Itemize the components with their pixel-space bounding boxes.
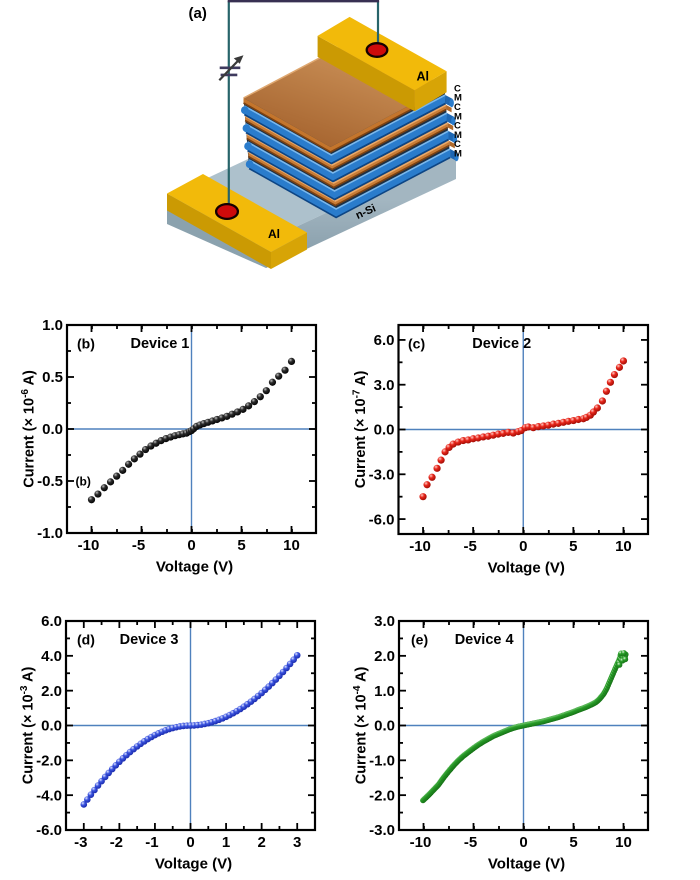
svg-text:Voltage (V): Voltage (V) xyxy=(488,560,565,577)
svg-text:C: C xyxy=(454,121,461,132)
svg-text:10: 10 xyxy=(615,834,632,851)
svg-text:0.0: 0.0 xyxy=(41,718,62,735)
svg-text:C: C xyxy=(454,83,461,94)
svg-text:4.0: 4.0 xyxy=(41,648,62,665)
svg-text:1.0: 1.0 xyxy=(42,317,63,334)
svg-text:(c): (c) xyxy=(408,336,425,352)
svg-text:Current (× 10-7 A): Current (× 10-7 A) xyxy=(352,371,370,489)
svg-text:3.0: 3.0 xyxy=(374,377,395,394)
svg-text:Current (× 10-6 A): Current (× 10-6 A) xyxy=(20,370,38,488)
svg-text:M: M xyxy=(454,149,462,160)
svg-text:C: C xyxy=(454,139,461,150)
svg-text:Current (× 10-4 A): Current (× 10-4 A) xyxy=(352,667,370,785)
svg-text:(a): (a) xyxy=(189,5,207,22)
svg-text:0: 0 xyxy=(187,537,195,554)
svg-text:-1: -1 xyxy=(145,834,158,851)
svg-text:3.0: 3.0 xyxy=(374,613,395,630)
svg-text:2.0: 2.0 xyxy=(41,683,62,700)
svg-text:10: 10 xyxy=(615,538,632,555)
svg-text:2: 2 xyxy=(257,834,265,851)
svg-text:Voltage (V): Voltage (V) xyxy=(155,856,232,873)
svg-text:-10: -10 xyxy=(78,537,100,554)
svg-text:2.0: 2.0 xyxy=(374,648,395,665)
svg-text:Current (× 10-3 A): Current (× 10-3 A) xyxy=(19,667,37,785)
svg-text:Device 1: Device 1 xyxy=(131,336,190,352)
svg-text:6.0: 6.0 xyxy=(374,332,395,349)
svg-text:10: 10 xyxy=(283,537,300,554)
svg-text:-3: -3 xyxy=(74,834,87,851)
svg-text:M: M xyxy=(454,111,462,122)
svg-text:-0.5: -0.5 xyxy=(37,473,63,490)
svg-text:-2: -2 xyxy=(110,834,123,851)
svg-text:Voltage (V): Voltage (V) xyxy=(488,856,565,873)
svg-text:(b): (b) xyxy=(76,475,91,489)
svg-text:-1.0: -1.0 xyxy=(37,525,63,542)
svg-text:Al: Al xyxy=(417,70,430,84)
svg-text:-5: -5 xyxy=(464,834,477,851)
svg-text:-4.0: -4.0 xyxy=(36,787,62,804)
svg-text:0.0: 0.0 xyxy=(42,421,63,438)
svg-text:Device 2: Device 2 xyxy=(472,336,531,352)
svg-text:(b): (b) xyxy=(77,336,95,352)
svg-text:M: M xyxy=(454,93,462,104)
svg-text:5: 5 xyxy=(569,834,577,851)
svg-text:5: 5 xyxy=(569,538,577,555)
svg-text:-5: -5 xyxy=(132,537,145,554)
svg-text:3: 3 xyxy=(293,834,301,851)
svg-text:-10: -10 xyxy=(410,834,432,851)
svg-text:0.0: 0.0 xyxy=(374,718,395,735)
svg-text:(d): (d) xyxy=(77,632,95,648)
svg-text:0: 0 xyxy=(519,834,527,851)
svg-text:0: 0 xyxy=(186,834,194,851)
svg-text:5: 5 xyxy=(237,537,245,554)
svg-text:Device 3: Device 3 xyxy=(120,632,179,648)
svg-text:M: M xyxy=(454,130,462,141)
svg-text:Al: Al xyxy=(268,227,280,241)
svg-text:-2.0: -2.0 xyxy=(369,787,395,804)
svg-text:-2.0: -2.0 xyxy=(36,753,62,770)
svg-text:-3.0: -3.0 xyxy=(369,822,395,839)
svg-text:C: C xyxy=(454,102,461,113)
svg-text:(e): (e) xyxy=(411,632,428,648)
svg-text:0: 0 xyxy=(519,538,527,555)
svg-text:6.0: 6.0 xyxy=(41,613,62,630)
svg-text:-6.0: -6.0 xyxy=(36,822,62,839)
svg-text:-6.0: -6.0 xyxy=(369,511,395,528)
svg-text:0.0: 0.0 xyxy=(374,422,395,439)
svg-text:1.0: 1.0 xyxy=(374,683,395,700)
svg-text:Device 4: Device 4 xyxy=(455,632,514,648)
svg-text:-3.0: -3.0 xyxy=(369,466,395,483)
svg-text:Voltage (V): Voltage (V) xyxy=(156,559,233,576)
svg-text:-1.0: -1.0 xyxy=(369,753,395,770)
svg-text:-5: -5 xyxy=(463,538,476,555)
svg-text:0.5: 0.5 xyxy=(42,369,63,386)
svg-text:-10: -10 xyxy=(409,538,431,555)
svg-text:1: 1 xyxy=(222,834,230,851)
